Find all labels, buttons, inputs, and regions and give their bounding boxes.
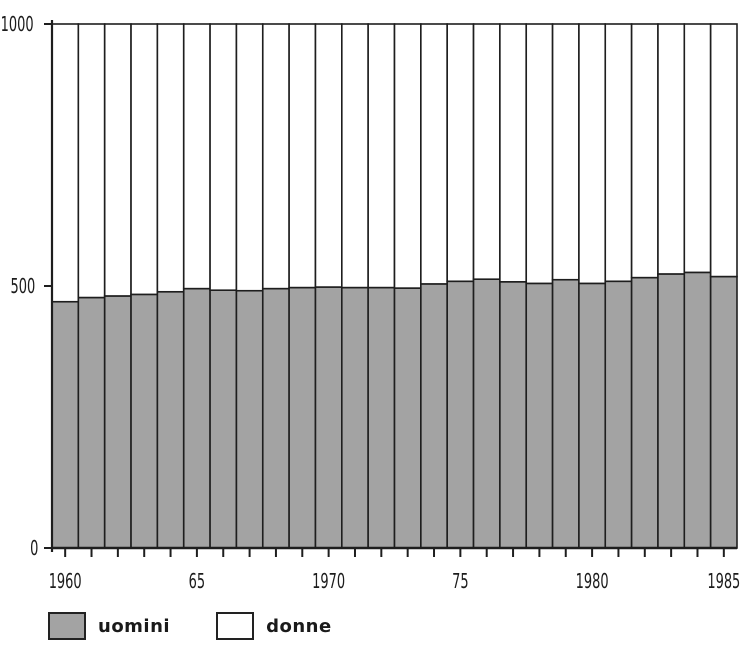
bar-uomini-1978 [525, 282, 554, 549]
bar-uomini-1965 [182, 287, 211, 549]
bar-uomini-1979 [551, 278, 580, 549]
bar-uomini-1975 [446, 280, 475, 549]
bar-uomini-1983 [657, 273, 686, 549]
bars-group [51, 23, 738, 549]
bar-uomini-1974 [420, 283, 448, 549]
bar-donne-1976 [472, 23, 501, 280]
bar-uomini-1972 [367, 286, 396, 549]
bar-donne-1963 [130, 23, 159, 296]
bar-donne-1966 [209, 23, 238, 291]
stacked-bar-chart: 0 500 1000 1960 65 1970 75 1980 1985 [1, 14, 740, 594]
x-tick-label-1985: 1985 [707, 571, 740, 594]
bar-donne-1965 [182, 23, 211, 290]
bar-uomini-1985 [709, 275, 738, 549]
y-tick-label-0: 0 [30, 538, 38, 561]
bar-uomini-1970 [314, 286, 343, 549]
bar-donne-1981 [604, 23, 633, 283]
y-tick-label-500: 500 [10, 276, 35, 299]
bar-uomini-1980 [578, 282, 607, 549]
x-tick-label-1970: 1970 [312, 571, 345, 594]
bar-uomini-1960 [51, 300, 80, 549]
bar-uomini-1961 [77, 296, 106, 549]
bar-donne-1969 [288, 23, 317, 289]
bar-uomini-1977 [499, 281, 528, 549]
bar-uomini-1973 [393, 287, 422, 549]
bar-donne-1985 [709, 23, 738, 278]
x-tick-label-1980: 1980 [576, 571, 609, 594]
bar-donne-1960 [51, 23, 80, 303]
bar-donne-1979 [551, 23, 580, 281]
bar-donne-1973 [393, 23, 422, 289]
legend-item-donne: donne [216, 612, 332, 640]
legend-swatch-uomini [48, 612, 86, 640]
bar-uomini-1981 [604, 280, 633, 549]
bar-uomini-1962 [103, 295, 132, 549]
bar-donne-1974 [420, 23, 448, 285]
bar-donne-1962 [103, 23, 132, 297]
bar-uomini-1966 [209, 289, 238, 549]
bar-donne-1964 [156, 23, 185, 293]
bar-uomini-1963 [130, 293, 159, 549]
bar-donne-1961 [77, 23, 106, 299]
bar-donne-1982 [630, 23, 659, 279]
axes-group [44, 20, 737, 557]
x-tick-label-1965: 65 [189, 571, 205, 594]
bar-donne-1977 [499, 23, 528, 283]
bar-donne-1971 [341, 23, 369, 289]
bar-donne-1968 [261, 23, 290, 290]
bar-donne-1970 [314, 23, 343, 288]
labels-group: 0 500 1000 1960 65 1970 75 1980 1985 [1, 14, 740, 594]
bar-uomini-1967 [235, 289, 264, 549]
legend: uomini donne [48, 612, 378, 640]
x-tick-label-1975: 75 [452, 571, 468, 594]
bar-uomini-1982 [630, 276, 659, 549]
bar-uomini-1964 [156, 290, 185, 549]
legend-item-uomini: uomini [48, 612, 170, 640]
bar-uomini-1976 [472, 278, 501, 549]
bar-uomini-1968 [261, 287, 290, 549]
y-tick-label-1000: 1000 [1, 14, 34, 37]
bar-donne-1983 [657, 23, 686, 275]
legend-label-uomini: uomini [98, 615, 171, 637]
bar-donne-1975 [446, 23, 475, 283]
bar-uomini-1969 [288, 286, 317, 549]
bar-donne-1984 [683, 23, 712, 274]
bar-uomini-1984 [683, 271, 712, 549]
x-tick-label-1960: 1960 [49, 571, 82, 594]
bar-donne-1980 [578, 23, 607, 285]
bar-donne-1978 [525, 23, 554, 285]
bar-uomini-1971 [341, 286, 369, 549]
legend-swatch-donne [216, 612, 255, 640]
bar-donne-1972 [367, 23, 396, 289]
bar-donne-1967 [235, 23, 264, 292]
legend-label-donne: donne [266, 615, 332, 637]
